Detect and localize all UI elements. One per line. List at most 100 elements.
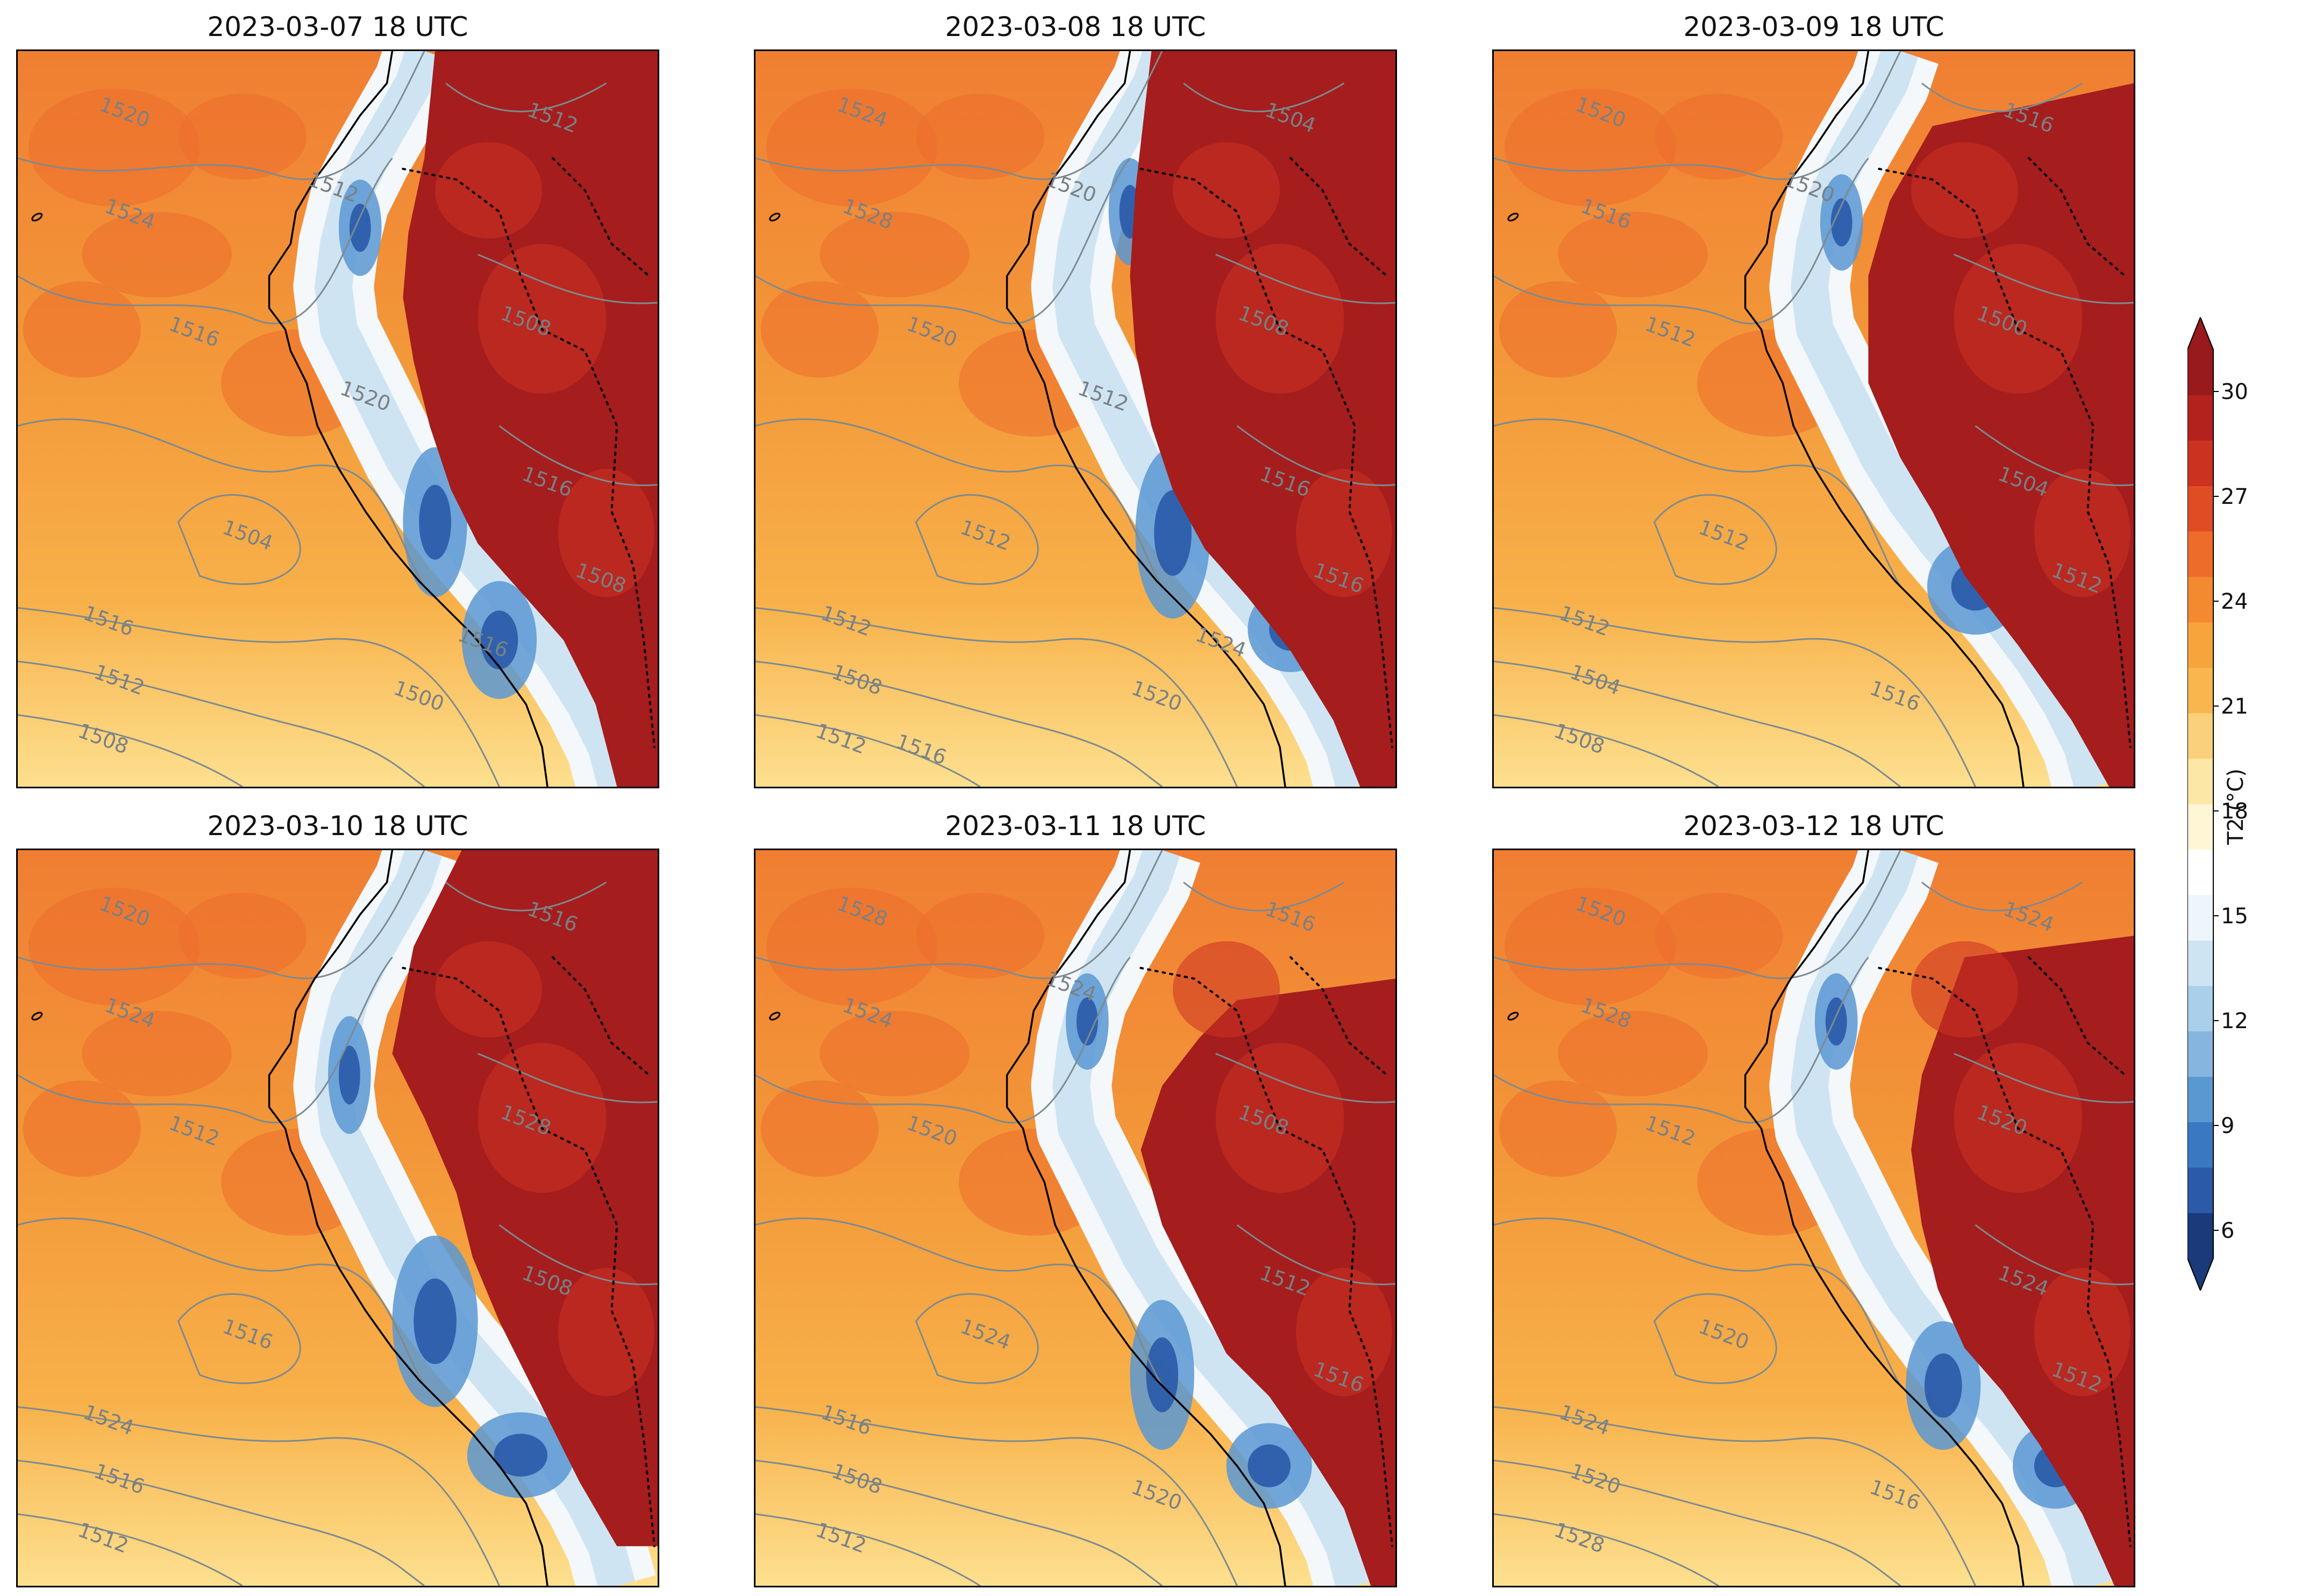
colorbar-extend-bottom: [2187, 1258, 2213, 1291]
isoline: [756, 607, 1238, 787]
country-border: [1878, 967, 2132, 1548]
hot-patch: [2034, 1267, 2131, 1396]
hot-patch: [1215, 1043, 1344, 1193]
isoline: [915, 494, 1039, 585]
isoline: [1183, 82, 1345, 112]
colorbar-segment: [2187, 350, 2213, 395]
isoline: [18, 957, 393, 1123]
hot-patch: [435, 142, 543, 239]
country-border: [551, 157, 651, 277]
country-border: [1139, 967, 1394, 1548]
temperature-patch: [82, 211, 232, 297]
isoline: [478, 1052, 658, 1103]
colorbar-tick-label: 15: [2221, 904, 2247, 929]
coastline: [268, 51, 548, 787]
temperature-patch: [28, 88, 200, 206]
temperature-patch: [766, 88, 938, 206]
hot-region: [1868, 83, 2134, 787]
isoline: [18, 158, 393, 324]
colorbar-segment: [2187, 1122, 2213, 1168]
colorbar-segment: [2187, 1077, 2213, 1122]
hot-patch: [478, 244, 607, 394]
temperature-patch: [916, 893, 1045, 979]
isoline: [756, 660, 1163, 787]
country-border: [1289, 956, 1388, 1077]
isoline: [1494, 850, 1901, 979]
temperature-patch: [178, 893, 307, 979]
colorbar-tick-label: 21: [2221, 694, 2247, 719]
isoline: [18, 1406, 500, 1586]
temperature-patch: [28, 887, 200, 1006]
isoline: [1494, 957, 1869, 1123]
isoline: [756, 1217, 1163, 1386]
isoline: [1975, 1224, 2134, 1285]
island-outline: [1507, 1011, 1519, 1021]
map-panel: 1520 1528 1512 1524 1520 1528 1524 1520 1524 1520…: [1492, 849, 2135, 1587]
hot-patch: [1173, 941, 1280, 1038]
temperature-patch: [178, 94, 307, 180]
isoline: [18, 1217, 425, 1386]
colorbar-segment: [2187, 576, 2213, 623]
colorbar-segment: [2187, 486, 2213, 532]
map-panel: 1520 1516 1512 1512 1504 1508 1516 1500 1504 1512…: [1492, 49, 2135, 788]
isoline: [1494, 1406, 1976, 1586]
country-border: [2027, 157, 2127, 277]
panel-title: 2023-03-07 18 UTC: [207, 11, 468, 42]
hot-patch: [478, 1043, 607, 1193]
temperature-patch: [1504, 887, 1676, 1006]
hot-patch: [435, 941, 543, 1038]
isoline: [18, 660, 425, 787]
temperature-patch: [760, 281, 879, 378]
temperature-patch: [23, 281, 141, 378]
colorbar-frame: [2187, 317, 2214, 1291]
isoline: [18, 1513, 243, 1586]
temperature-patch: [1654, 94, 1783, 180]
panel-title: 2023-03-12 18 UTC: [1683, 810, 1944, 842]
colorbar-tick-label: 27: [2221, 484, 2247, 509]
isoline: [18, 850, 425, 979]
country-border: [1289, 157, 1388, 277]
coastline: [1006, 51, 1286, 787]
isoline: [1653, 494, 1777, 585]
isoline: [478, 253, 658, 304]
isoline: [756, 850, 1163, 979]
island-outline: [769, 212, 781, 222]
isoline: [1494, 1459, 1901, 1586]
cold-core-center: [1924, 1353, 1962, 1418]
temperature-patch: [1504, 88, 1676, 206]
colorbar-tick-label: 24: [2221, 589, 2247, 614]
colorbar-segment: [2187, 940, 2213, 986]
temperature-patch: [760, 1080, 879, 1177]
cold-core-center: [338, 1045, 360, 1105]
isoline: [915, 1293, 1039, 1384]
colorbar-segment: [2187, 531, 2213, 577]
panel-title: 2023-03-10 18 UTC: [207, 810, 468, 842]
temperature-patch: [23, 1080, 141, 1177]
isoline: [756, 158, 1131, 324]
isoline: [1494, 607, 1976, 787]
colorbar-segment: [2187, 395, 2213, 441]
isoline: [756, 1406, 1238, 1586]
isoline: [1921, 82, 2083, 112]
island-outline: [1507, 212, 1519, 222]
island-outline: [31, 212, 43, 222]
colorbar-tick-label: 6: [2221, 1219, 2234, 1243]
hot-patch: [1954, 244, 2083, 394]
hot-patch: [1295, 468, 1393, 597]
panel-title: 2023-03-11 18 UTC: [945, 810, 1206, 842]
colorbar-label: T2 (°C): [2224, 768, 2247, 845]
isoline: [1236, 425, 1395, 486]
colorbar-segment: [2187, 895, 2213, 940]
isoline: [1494, 660, 1901, 787]
temperature-patch: [1499, 1080, 1617, 1177]
isoline: [498, 1224, 658, 1285]
colorbar-segment: [2187, 622, 2213, 668]
isoline: [1494, 1217, 1901, 1386]
temperature-patch: [819, 1010, 970, 1096]
hot-patch: [558, 468, 655, 597]
isoline: [1494, 1513, 1719, 1586]
isoline: [18, 607, 500, 787]
isoline: [756, 418, 1163, 587]
panel-title: 2023-03-09 18 UTC: [1683, 11, 1944, 42]
